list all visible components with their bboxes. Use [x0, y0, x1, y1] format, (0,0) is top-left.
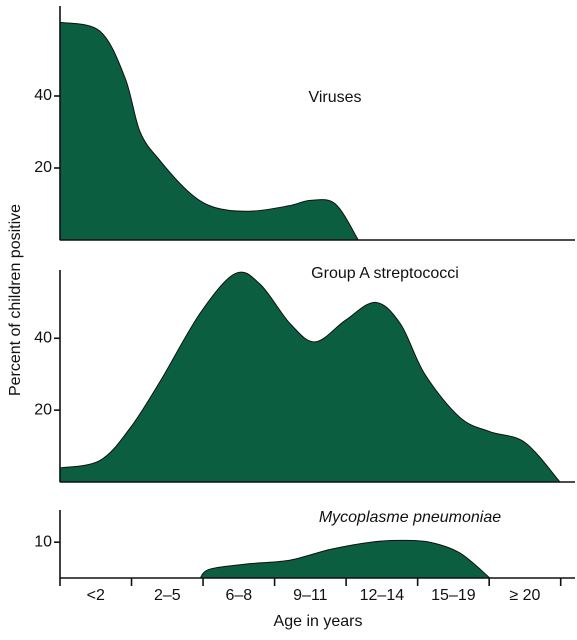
y-tick-label: 40	[34, 87, 52, 104]
x-tick-label: 6–8	[225, 587, 252, 604]
x-tick-label: <2	[87, 587, 105, 604]
y-tick-label: 20	[34, 159, 52, 176]
x-tick-label: ≥ 20	[509, 587, 540, 604]
y-tick-label: 40	[34, 329, 52, 346]
x-tick-label: 9–11	[293, 587, 328, 604]
panel-title: Mycoplasme pneumoniae	[319, 509, 501, 526]
y-tick-label: 10	[34, 533, 52, 550]
panel-title: Group A streptococci	[311, 265, 459, 282]
y-axis-label: Percent of children positive	[7, 204, 24, 396]
area	[59, 271, 562, 483]
x-tick-label: 12–14	[360, 587, 405, 604]
panel-title: Viruses	[308, 89, 361, 106]
area	[198, 539, 492, 579]
y-tick-label: 20	[34, 401, 52, 418]
area	[59, 21, 360, 241]
x-tick-label: 15–19	[431, 587, 476, 604]
x-axis-label: Age in years	[274, 613, 363, 630]
x-tick-label: 2–5	[154, 587, 181, 604]
